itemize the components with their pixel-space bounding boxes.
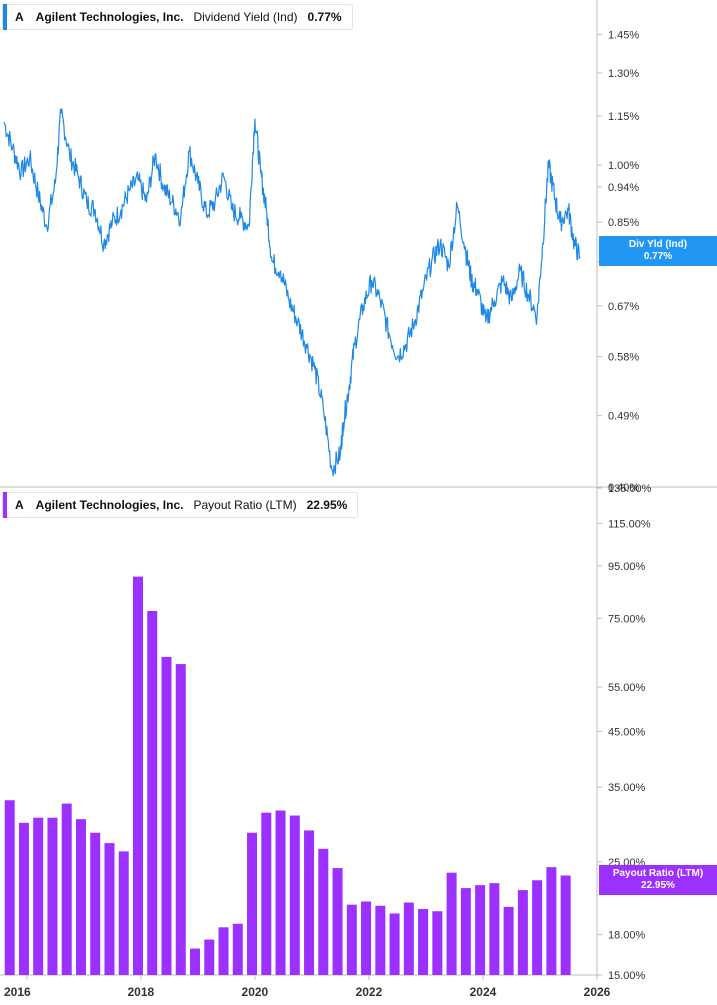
payout-bar [175,664,186,975]
payout-bar [418,909,429,975]
payout-bar [261,812,272,975]
yield-tick-label: 1.30% [608,68,639,80]
yield-legend-swatch [3,4,7,30]
yield-tick-label: 0.40% [608,482,639,494]
payout-legend[interactable]: A Agilent Technologies, Inc. Payout Rati… [2,492,359,518]
payout-bar [104,843,115,975]
payout-bar [118,851,129,975]
payout-bars [4,576,571,975]
x-tick-label: 2020 [242,985,269,999]
payout-bar [4,800,15,975]
payout-bar [460,888,471,975]
yield-axis: 1.45%1.30%1.15%1.00%0.94%0.85%0.76%0.67%… [597,30,639,494]
payout-bar [18,822,29,975]
x-tick-label: 2016 [4,985,31,999]
yield-tick-label: 0.58% [608,351,639,363]
payout-bar [517,890,528,975]
payout-bar [161,656,172,975]
yield-legend[interactable]: A Agilent Technologies, Inc. Dividend Yi… [2,4,353,30]
yield-tick-label: 0.49% [608,411,639,423]
yield-tick-label: 1.45% [608,30,639,42]
legend-company: Agilent Technologies, Inc. [35,498,184,512]
payout-bar [446,872,457,975]
payout-bar [147,611,158,975]
payout-bar [318,848,329,975]
payout-tick-label: 55.00% [608,682,646,694]
yield-value-tag: Div Yld (Ind) 0.77% [599,236,717,266]
payout-bar [304,830,315,975]
payout-bar [389,913,400,975]
x-tick-label: 2024 [470,985,497,999]
payout-axis: 135.00% 115.00% 95.00% 75.00% 55.00% 45.00% 35… [597,483,652,982]
legend-metric: Payout Ratio (LTM) [193,498,297,512]
payout-bar [90,832,101,975]
yield-tag-label: Div Yld (Ind) [628,239,688,250]
payout-tick-label: 45.00% [608,727,646,739]
x-axis: 2016 2018 2020 2022 2024 2026 [4,975,611,999]
payout-bar [61,803,72,975]
payout-bar [560,875,571,975]
legend-value: 0.77% [307,10,342,24]
payout-legend-swatch [3,492,7,518]
legend-ticker: A [15,10,24,24]
payout-value-tag: Payout Ratio (LTM) 22.95% [599,865,717,895]
payout-tick-label: 95.00% [608,561,646,573]
payout-bar [275,810,286,975]
payout-bar [432,911,443,975]
payout-bar [546,867,557,975]
yield-tick-label: 0.85% [608,217,639,229]
yield-line [3,108,581,477]
payout-bar [346,904,357,975]
yield-tick-label: 0.94% [608,182,639,194]
payout-bar [204,939,215,975]
payout-bar [218,927,229,975]
payout-tick-label: 75.00% [608,613,646,625]
payout-bar [75,819,86,975]
x-tick-label: 2026 [584,985,611,999]
payout-bar [361,901,372,975]
payout-tick-label: 135.00% [608,483,652,495]
x-tick-label: 2022 [356,985,383,999]
payout-tag-value: 22.95% [641,880,675,891]
yield-tick-label: 1.15% [608,111,639,123]
payout-bar [332,868,343,975]
yield-line-group [3,108,581,477]
yield-tick-label: 0.67% [608,301,639,313]
payout-tag-label: Payout Ratio (LTM) [612,868,704,879]
payout-bar [232,923,243,975]
legend-value: 22.95% [306,498,348,512]
payout-bar [489,883,500,975]
payout-bar [475,885,486,975]
payout-tick-label: 18.00% [608,930,646,942]
x-tick-label: 2018 [127,985,154,999]
payout-bar [33,817,44,975]
payout-bar [47,817,58,975]
payout-tick-label: 15.00% [608,970,646,982]
payout-tick-label: 35.00% [608,782,646,794]
payout-bar [247,832,258,975]
payout-bar [532,880,543,975]
legend-metric: Dividend Yield (Ind) [193,10,298,24]
payout-bar [403,902,414,975]
yield-tag-value: 0.77% [643,251,673,262]
payout-bar [503,906,514,975]
payout-bar [132,576,143,975]
legend-company: Agilent Technologies, Inc. [35,10,184,24]
legend-ticker: A [15,498,24,512]
payout-bar [289,815,300,975]
payout-bar [375,905,386,975]
payout-tick-label: 115.00% [608,519,651,531]
payout-bar [190,948,201,975]
yield-tick-label: 1.00% [608,160,639,172]
